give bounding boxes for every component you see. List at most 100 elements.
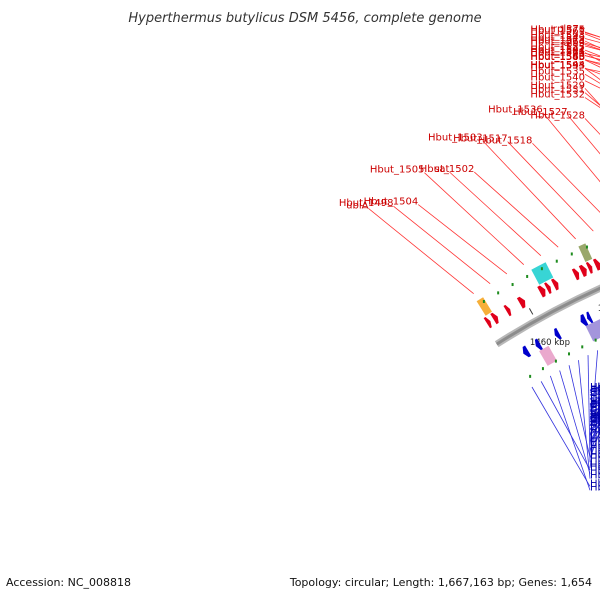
reverse-gene-arrow: [554, 327, 562, 340]
tick-dot: [482, 299, 485, 303]
reverse-gene-arrow: [580, 313, 589, 326]
leader-line: [584, 88, 600, 106]
leader-line: [584, 92, 600, 106]
leader-line: [584, 97, 600, 108]
gene-label: Hbut_1518: [478, 135, 533, 146]
gene-label: Hbut_1512: [590, 387, 600, 398]
gene-label: Hbut_1579: [590, 426, 600, 437]
tick-dot: [526, 274, 529, 278]
gene-label: Hbut_1529: [530, 80, 585, 91]
leader-line: [449, 171, 542, 257]
gene-label: Hbut_1594: [530, 45, 585, 56]
feature-block: [578, 243, 593, 262]
forward-gene-arrow: [537, 285, 546, 298]
leader-line: [584, 68, 600, 73]
gene-label: Hbut_1551: [590, 384, 600, 395]
reverse-gene-arrow: [586, 311, 594, 324]
gene-label: Hbut_1534: [590, 410, 600, 421]
gene-label: Hbut_1468: [590, 478, 600, 489]
gene-label: Hbut_1502: [420, 164, 475, 175]
feature-block: [531, 262, 554, 285]
gene-label: Hbut_1586: [590, 414, 600, 425]
leader-line: [368, 208, 474, 295]
gene-label: Hbut_1527: [513, 107, 568, 118]
leader-line: [584, 118, 600, 135]
gene-label: Hbut_1497: [590, 418, 600, 429]
label-leader-lines: [368, 31, 600, 491]
gene-label: Hbut_1600: [590, 403, 600, 414]
tick-dot: [555, 259, 558, 263]
gene-label: Hbut_1554: [590, 391, 600, 402]
gene-label: Hbut_1513: [590, 434, 600, 445]
gene-label: Hbut_1492: [590, 471, 600, 482]
leader-line: [507, 141, 594, 232]
tick-marks: 1460 kbp1480 kbp1500 kbp1520 kbp1540 kbp…: [482, 245, 600, 378]
leader-line: [589, 408, 600, 452]
gene-label: Hbut_1569: [590, 396, 600, 407]
gene-label: Hbut_1588: [530, 52, 585, 63]
gene-label: Hbut_1476: [590, 434, 600, 445]
gene-label: alaS: [564, 38, 585, 49]
leader-line: [549, 375, 591, 491]
gene-label: Hbut_1470: [590, 444, 600, 455]
gene-label: Hbut_1541: [530, 45, 585, 56]
gene-label: Hbut_1524: [590, 399, 600, 410]
gene-label: Hbut_1535: [530, 66, 585, 77]
gene-label: Hbut_1493: [590, 482, 600, 493]
feature-block: [585, 319, 600, 342]
leader-line: [589, 407, 600, 436]
backbone-core: [495, 286, 600, 346]
reverse-gene-arrow: [534, 338, 543, 351]
gene-label: Hbut_1563: [590, 382, 600, 393]
tick-label: 1480 kbp: [598, 304, 600, 314]
forward-gene-arrow: [516, 296, 526, 309]
gene-label: Hbut_1501: [590, 396, 600, 407]
gene-label: Hbut_1537: [590, 383, 600, 394]
gene-label: Hbut_1556: [590, 416, 600, 427]
gene-label: Hbut_1562: [590, 413, 600, 424]
leader-line: [474, 171, 559, 248]
gene-label: Hbut_1478: [590, 466, 600, 477]
forward-gene-arrow: [483, 317, 492, 329]
gene-label: Hbut_1574: [530, 48, 585, 59]
gene-label: Hbut_1557: [590, 420, 600, 431]
gene-label: Hbut_1496: [590, 412, 600, 423]
gene-label: Hbut_1536: [488, 104, 543, 115]
gene-label: Hbut_1523: [590, 384, 600, 395]
gene-label: egsA: [590, 408, 600, 419]
gene-label: Hbut_1481: [590, 460, 600, 471]
gene-label: Hbut_1525: [590, 409, 600, 420]
gene-label: ubiA: [346, 200, 368, 211]
gene-label: Hbut_1543: [530, 52, 585, 63]
tick-dot: [554, 359, 557, 363]
gene-label: Hbut_1564: [530, 36, 585, 47]
gene-label: Hbut_1559: [590, 410, 600, 421]
leader-line: [417, 204, 508, 275]
gene-arrows: [483, 258, 600, 358]
tick-dot: [585, 245, 588, 249]
gene-label: Hbut_1539: [590, 397, 600, 408]
gene-label: rpl37e: [553, 24, 585, 35]
tick-mark: [528, 308, 534, 315]
gene-label: Hbut_1540: [530, 73, 585, 84]
gene-label: Hbut_1522: [590, 422, 600, 433]
gene-label: Hbut_1550: [590, 404, 600, 415]
gene-label: Hbut_1519: [590, 417, 600, 428]
gene-label: Hbut_1521: [590, 402, 600, 413]
leader-line: [542, 112, 600, 183]
gene-label: Hbut_1462: [590, 449, 600, 460]
gene-label: Hbut_1517: [453, 134, 508, 145]
gene-label: sat: [434, 164, 449, 175]
gene-label: Hbut_1555: [530, 42, 585, 53]
leader-line: [584, 59, 600, 66]
forward-gene-arrow: [571, 268, 580, 281]
leader-line: [584, 52, 600, 58]
gene-label: Hbut_1528: [530, 110, 585, 121]
gene-label: Hbut_1503: [428, 133, 483, 144]
gene-label: Hbut_1510: [590, 427, 600, 438]
gene-label: Hbut_1526: [590, 411, 600, 422]
leader-line: [584, 55, 600, 60]
leader-line: [393, 205, 491, 284]
